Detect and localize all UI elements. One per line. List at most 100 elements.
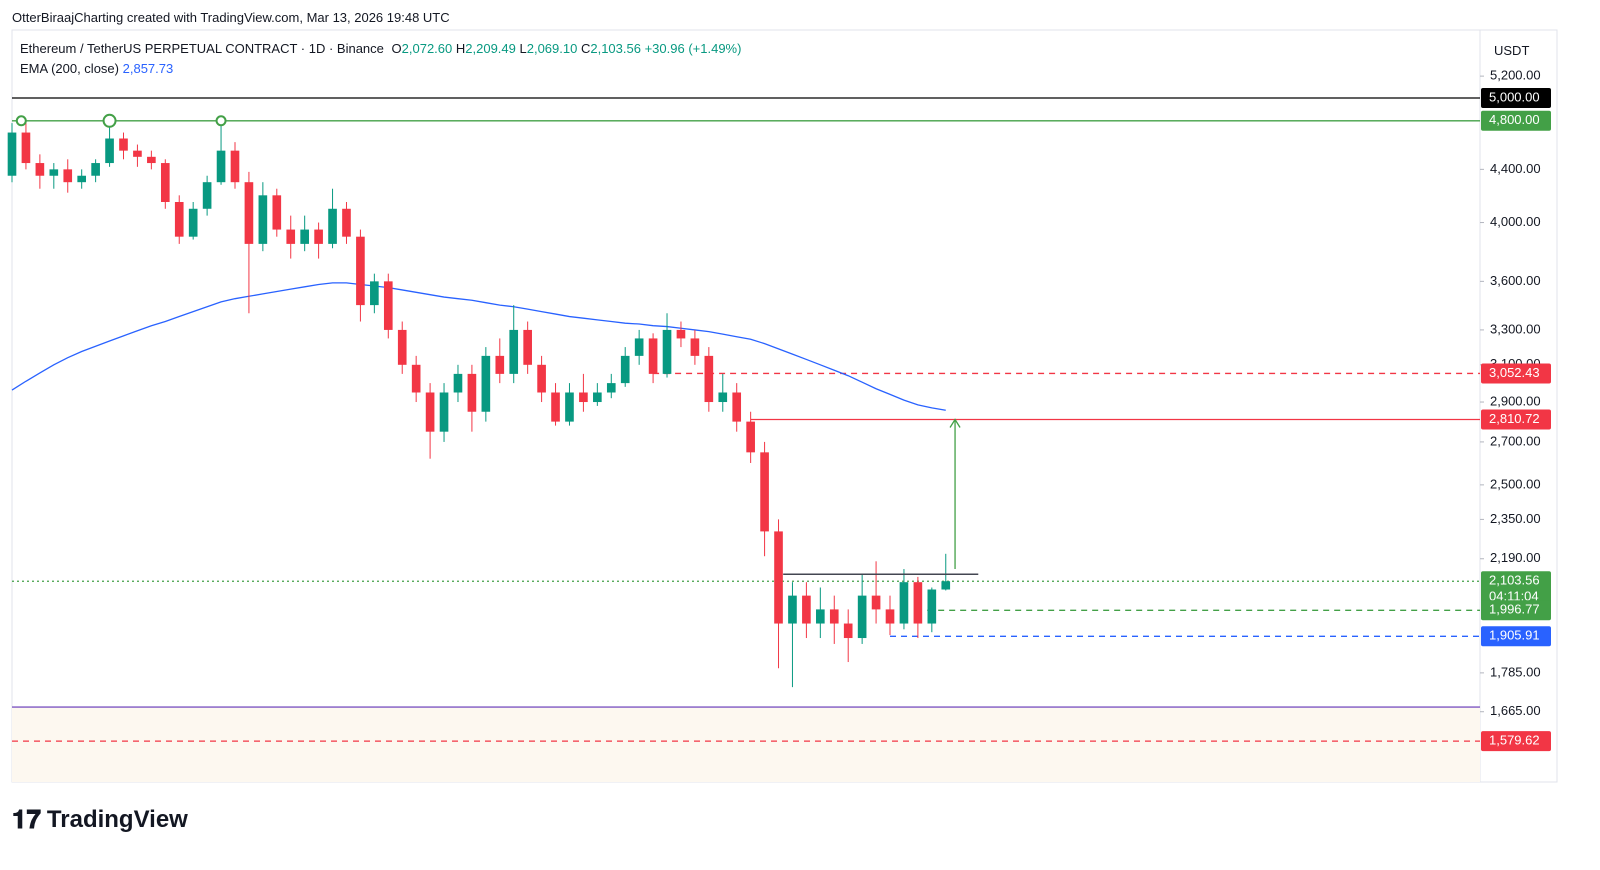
candle-body — [509, 329, 519, 374]
arrow-head — [949, 418, 961, 428]
legend: Ethereum / TetherUS PERPETUAL CONTRACT ·… — [20, 41, 741, 76]
candle-body — [829, 609, 839, 624]
ohlc-value: 2,069.10 — [526, 41, 578, 56]
candle-body — [35, 163, 45, 176]
y-tick-label: 1,665.00 — [1490, 703, 1541, 718]
candle-body — [788, 595, 797, 624]
brand: TradingView — [46, 806, 188, 833]
candle-body — [676, 329, 686, 339]
candle-body — [941, 581, 951, 590]
candle-body — [523, 329, 532, 365]
candle-body — [453, 373, 463, 393]
price-box — [1481, 731, 1551, 752]
candle-body — [606, 383, 616, 393]
candle-body — [328, 208, 337, 244]
candle-body — [913, 582, 923, 624]
ohlc-value: 2,103.56 — [590, 41, 641, 56]
candle-body — [63, 169, 73, 183]
candle-body — [49, 169, 59, 176]
price-box — [1481, 600, 1551, 621]
ema-line — [11, 282, 946, 411]
price-box — [1481, 409, 1551, 430]
candle-body — [133, 150, 142, 157]
candle-body — [286, 229, 296, 244]
candle-body — [147, 156, 156, 164]
candle-body — [411, 364, 421, 393]
candle-body — [91, 163, 100, 176]
candle-body — [188, 208, 198, 237]
candle-body — [690, 338, 700, 356]
candle-body — [843, 623, 853, 639]
candle-body — [899, 582, 909, 624]
candle-body — [77, 175, 87, 183]
brand-logo[interactable]: 𝟏𝟕 TradingView — [12, 804, 188, 836]
y-tick-label: 2,500.00 — [1490, 476, 1541, 491]
price-label: 5,000.00 — [1489, 89, 1540, 104]
candle-body — [300, 229, 309, 244]
chart: SepOctNovDec2026FebMarAprMayJunJul5,200.… — [7, 29, 1558, 783]
candle-body — [467, 373, 477, 412]
ohlc-value: 2,209.49 — [465, 41, 516, 56]
price-box — [1481, 571, 1551, 608]
candle-body — [342, 208, 351, 237]
candle-body — [21, 132, 31, 164]
candle-body — [356, 236, 365, 306]
candle-body — [802, 595, 811, 624]
zone — [12, 707, 1480, 782]
ohlc-label: L — [519, 41, 527, 56]
ohlc-label: O — [391, 41, 402, 56]
candle-body — [662, 329, 672, 374]
frame — [11, 29, 1558, 783]
price-box — [1481, 626, 1551, 647]
price-label: 2,103.56 — [1489, 573, 1540, 588]
candle-body — [7, 132, 17, 176]
y-tick-label: 1,785.00 — [1490, 664, 1541, 679]
y-tick-label: 4,000.00 — [1490, 214, 1541, 229]
candle-body — [397, 329, 407, 365]
price-label: 1,996.77 — [1489, 602, 1540, 617]
ema-label: EMA (200, close) — [20, 61, 119, 76]
y-tick-label: 2,900.00 — [1490, 393, 1541, 408]
candle-body — [105, 138, 114, 164]
candle-body — [871, 595, 881, 610]
y-tick-label: 3,300.00 — [1490, 321, 1541, 336]
countdown: 04:11:04 — [1489, 589, 1539, 604]
ohlc-label: C — [580, 41, 591, 56]
candle-body — [565, 392, 574, 422]
price-box — [1481, 88, 1551, 109]
candle-body — [579, 392, 588, 403]
candle-body — [718, 392, 728, 403]
top-marker — [215, 115, 227, 127]
candle-body — [593, 392, 602, 403]
y-tick-label: 2,700.00 — [1490, 433, 1541, 448]
candle-body — [160, 163, 170, 203]
candle-body — [258, 195, 268, 244]
candle-body — [760, 452, 769, 532]
currency[interactable]: USDT — [1494, 43, 1530, 58]
price-label: 4,800.00 — [1489, 112, 1540, 127]
ema-value: 2,857.73 — [122, 61, 174, 76]
candle-body — [648, 338, 658, 374]
candle-body — [230, 150, 240, 183]
candle-body — [439, 392, 449, 432]
candle-body — [202, 182, 212, 209]
candle-body — [634, 338, 644, 356]
candle-body — [620, 355, 630, 384]
price-label: 3,052.43 — [1489, 365, 1540, 380]
candle-body — [551, 392, 560, 422]
price-label: 2,810.72 — [1489, 411, 1540, 426]
top-marker — [102, 113, 117, 128]
candle-body — [244, 182, 254, 244]
candle-body — [119, 138, 128, 151]
price-box — [1481, 363, 1551, 384]
candle-body — [746, 421, 755, 453]
candle-body — [425, 392, 435, 432]
price-label: 1,905.91 — [1489, 628, 1540, 643]
symbol: Ethereum / TetherUS PERPETUAL CONTRACT ·… — [20, 41, 384, 56]
candle-body — [495, 355, 505, 374]
candle-body — [314, 229, 323, 244]
y-tick-label: 5,200.00 — [1490, 68, 1541, 83]
change: +30.96 (+1.49%) — [644, 41, 742, 56]
y-tick-label: 3,600.00 — [1490, 273, 1541, 288]
